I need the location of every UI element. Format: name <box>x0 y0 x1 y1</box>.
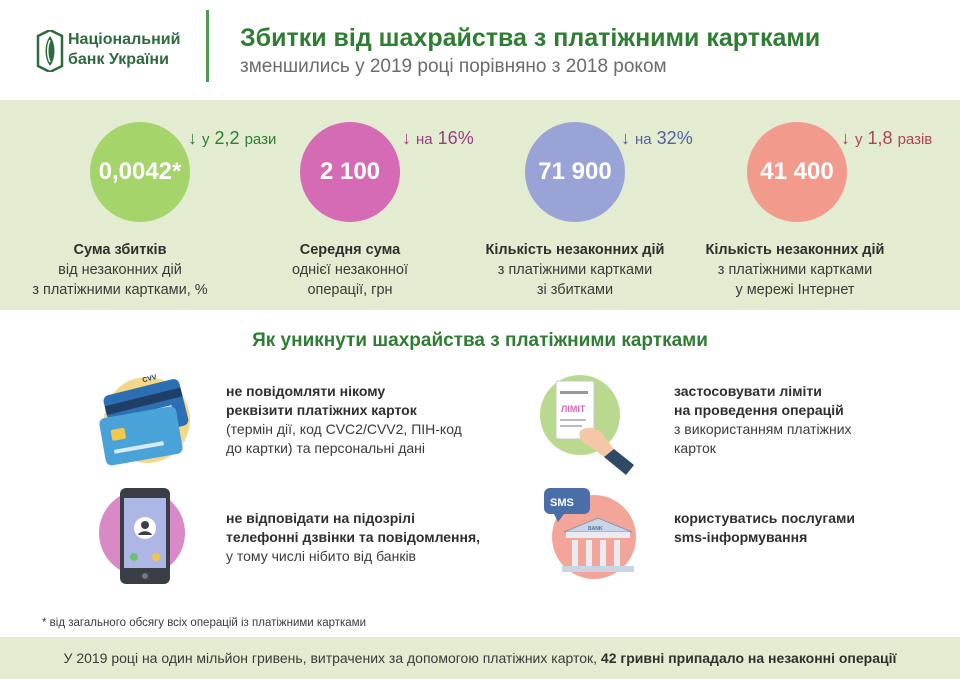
header: Національний банк України Збитки від шах… <box>0 0 960 100</box>
tip-limits: застосовувати ліміти на проведення опера… <box>674 383 852 456</box>
stat-change: ↓ на 32% <box>621 128 693 148</box>
sms-bank-icon: SMS BANK <box>544 488 636 579</box>
credit-cards-icon: CVV <box>99 374 190 466</box>
stat-change: ↓ на 16% <box>402 128 474 148</box>
arrow-down-icon: ↓ <box>621 128 630 148</box>
page-subtitle: зменшились у 2019 році порівняно з 2018 … <box>240 56 667 77</box>
stat-label: Кількість незаконних дій з платіжними ка… <box>705 242 885 298</box>
footer-band: У 2019 році на один мільйон гривень, вит… <box>0 637 960 679</box>
stat-circle: 41 400 <box>747 122 847 222</box>
phone-call-icon <box>99 488 185 584</box>
sms-label: SMS <box>550 497 574 509</box>
footer-text: У 2019 році на один мільйон гривень, вит… <box>63 650 598 666</box>
stat-change: ↓ у 1,8 разів <box>841 128 933 148</box>
arrow-down-icon: ↓ <box>188 128 197 148</box>
cvv-label: CVV <box>142 374 158 384</box>
stat-count-internet: 41 400 ↓ у 1,8 разів Кількість незаконни… <box>675 100 932 310</box>
stat-avg-amount: 2 100 ↓ на 16% Середня сума однієї незак… <box>230 100 474 310</box>
page-title: Збитки від шахрайства з платіжними картк… <box>240 24 821 52</box>
tips-title: Як уникнути шахрайства з платіжними карт… <box>252 330 708 351</box>
bank-label: BANK <box>588 526 603 532</box>
stat-label: Кількість незаконних дій з платіжними ка… <box>485 242 665 298</box>
limit-label: ЛІМІТ <box>561 404 586 414</box>
bank-name: Національний банк України <box>68 31 181 68</box>
stats-band: 0,0042* ↓ у 2,2 рази Сума збитків від не… <box>0 100 960 310</box>
stat-loss-share: 0,0042* ↓ у 2,2 рази Сума збитків від не… <box>0 100 276 310</box>
arrow-down-icon: ↓ <box>841 128 850 148</box>
tip-sms: користуватись послугами sms-інформування <box>674 510 855 545</box>
stat-circle: 2 100 <box>300 122 400 222</box>
receipt-hand-icon: ЛІМІТ <box>540 375 634 475</box>
footnote: * від загального обсягу всіх операцій із… <box>42 617 367 629</box>
header-divider <box>206 10 209 82</box>
stat-label: Сума збитків від незаконних дій з платіж… <box>32 242 208 298</box>
tip-suspicious-calls: не відповідати на підозрілі телефонні дз… <box>226 510 481 564</box>
tip-card-details: не повідомляти нікому реквізити платіжни… <box>226 383 462 456</box>
stat-change: ↓ у 2,2 рази <box>188 128 277 148</box>
stat-circle: 71 900 <box>525 122 625 222</box>
stat-count-loss: 71 900 ↓ на 32% Кількість незаконних дій… <box>455 100 695 310</box>
stat-circle: 0,0042* <box>90 122 190 222</box>
footer-bold: 42 гривні припадало на незаконні операці… <box>600 650 897 666</box>
stat-label: Середня сума однієї незаконної операції,… <box>291 242 409 298</box>
arrow-down-icon: ↓ <box>402 128 411 148</box>
nbu-logo <box>36 30 64 72</box>
